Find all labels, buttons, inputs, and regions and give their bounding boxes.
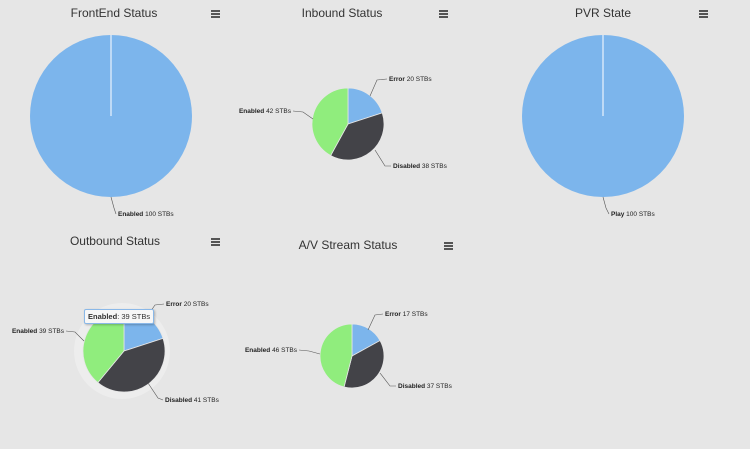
hamburger-menu-icon[interactable] <box>699 10 708 18</box>
label-connector <box>379 372 396 387</box>
slice-label-enabled: Enabled 39 STBs <box>12 328 65 335</box>
pie-slice-enabled[interactable] <box>311 87 349 157</box>
chart-title: FrontEnd Status <box>70 6 158 20</box>
hamburger-menu-icon[interactable] <box>439 10 448 18</box>
tooltip: Enabled: 39 STBs <box>84 309 155 324</box>
slice-label-disabled: Disabled 37 STBs <box>398 383 453 390</box>
chart-title: A/V Stream Status <box>298 238 398 252</box>
pie-slice-error[interactable] <box>347 87 383 125</box>
slice-label-enabled: Enabled 100 STBs <box>118 211 174 218</box>
chart-title: Inbound Status <box>301 6 383 20</box>
label-connector <box>374 149 391 167</box>
hamburger-menu-icon[interactable] <box>211 238 220 246</box>
label-connector <box>367 313 384 331</box>
label-connector <box>110 196 117 215</box>
hamburger-menu-icon[interactable] <box>444 242 453 250</box>
tooltip-label: Enabled <box>88 312 118 321</box>
chart-title: PVR State <box>574 6 632 20</box>
slice-label-enabled: Enabled 42 STBs <box>239 108 292 115</box>
slice-label-error: Error 20 STBs <box>166 301 209 308</box>
pie-slice-disabled[interactable] <box>343 340 385 389</box>
label-connector <box>65 330 85 342</box>
slice-label-play: Play 100 STBs <box>611 211 655 218</box>
chart-title: Outbound Status <box>69 234 161 248</box>
label-connector <box>292 110 314 120</box>
label-connector <box>602 196 610 215</box>
slice-label-error: Error 20 STBs <box>389 76 432 83</box>
label-connector <box>369 78 388 97</box>
slice-label-disabled: Disabled 41 STBs <box>165 397 220 404</box>
pie-slice-disabled[interactable] <box>97 337 166 393</box>
slice-label-enabled: Enabled 46 STBs <box>245 347 298 354</box>
pie-slice-disabled[interactable] <box>330 112 385 161</box>
hamburger-menu-icon[interactable] <box>211 10 220 18</box>
pie-slice-enabled[interactable] <box>319 323 353 388</box>
tooltip-value: 39 STBs <box>121 312 151 321</box>
label-connector <box>147 382 164 401</box>
slice-label-disabled: Disabled 38 STBs <box>393 163 448 170</box>
slice-label-error: Error 17 STBs <box>385 311 428 318</box>
label-connector <box>298 349 321 355</box>
